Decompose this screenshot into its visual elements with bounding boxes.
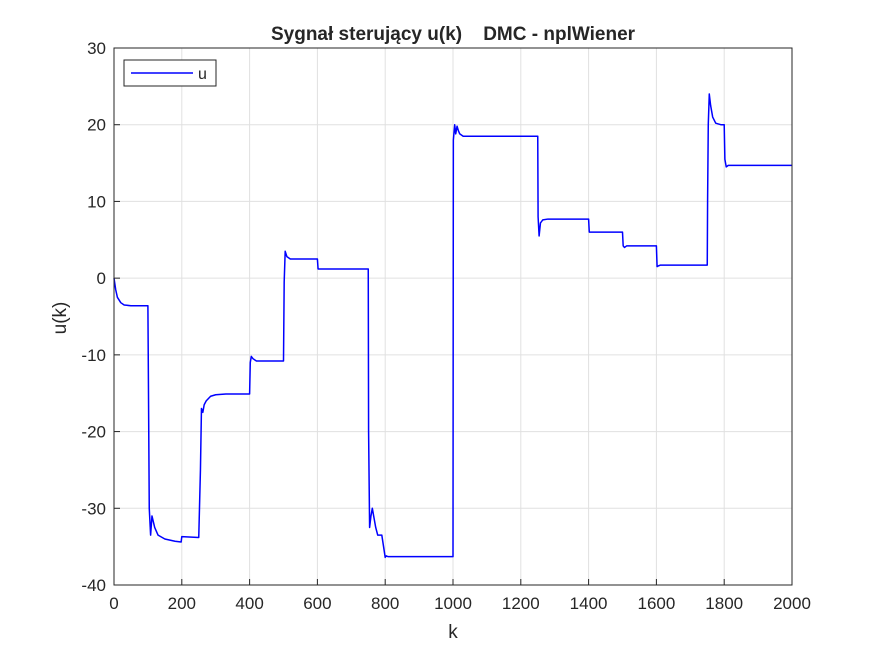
x-tick-label: 1600: [637, 594, 675, 613]
x-tick-label: 800: [371, 594, 399, 613]
y-tick-label: 0: [97, 269, 106, 288]
y-tick-label: 10: [87, 192, 106, 211]
y-tick-label: 30: [87, 39, 106, 58]
x-tick-label: 1400: [570, 594, 608, 613]
x-tick-label: 0: [109, 594, 118, 613]
x-tick-label: 600: [303, 594, 331, 613]
x-axis-label: k: [448, 622, 458, 643]
series-line-u: [113, 93, 792, 559]
legend-label-u: u: [198, 66, 207, 83]
y-tick-label: -20: [81, 423, 106, 442]
x-tick-label: 200: [168, 594, 196, 613]
x-tick-label: 1200: [502, 594, 540, 613]
y-tick-label: -10: [81, 346, 106, 365]
x-tick-label: 1000: [434, 594, 472, 613]
x-tick-label: 400: [235, 594, 263, 613]
y-tick-label: -30: [81, 499, 106, 518]
y-tick-label: 20: [87, 116, 106, 135]
legend: u: [123, 59, 217, 87]
y-axis-label: u(k): [50, 302, 71, 335]
x-tick-label: 2000: [773, 594, 811, 613]
x-axis-ticks: 0 200 400 600 800 1000 1200 1400 1600 1800 2000: [109, 579, 811, 613]
y-tick-label: -40: [81, 576, 106, 595]
x-tick-label: 1800: [705, 594, 743, 613]
chart-title: Sygnał sterujący u(k) DMC - nplWiener: [271, 24, 636, 45]
y-axis-ticks: -40 -30 -20 -10 0 10 20 30: [81, 39, 120, 595]
